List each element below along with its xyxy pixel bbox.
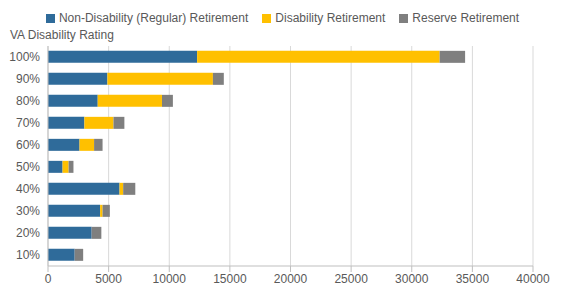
svg-text:35000: 35000 <box>456 272 490 286</box>
svg-text:40%: 40% <box>16 182 40 196</box>
svg-text:5000: 5000 <box>95 272 122 286</box>
svg-text:40000: 40000 <box>516 272 550 286</box>
svg-text:20%: 20% <box>16 226 40 240</box>
svg-text:30000: 30000 <box>395 272 429 286</box>
html-text:Reserve Retirement: Reserve Retirement <box>412 11 520 25</box>
svg-text:15000: 15000 <box>213 272 247 286</box>
svg-text:100%: 100% <box>9 50 40 64</box>
svg-text:90%: 90% <box>16 72 40 86</box>
svg-text:70%: 70% <box>16 116 40 130</box>
svg-text:20000: 20000 <box>274 272 308 286</box>
svg-text:10000: 10000 <box>153 272 187 286</box>
svg-text:0: 0 <box>45 272 52 286</box>
svg-text:50%: 50% <box>16 160 40 174</box>
svg-text:10%: 10% <box>16 248 40 262</box>
html-text:Disability Retirement: Disability Retirement <box>275 11 386 25</box>
svg-text:30%: 30% <box>16 204 40 218</box>
html-text:VA Disability Rating: VA Disability Rating <box>10 28 114 42</box>
svg-text:60%: 60% <box>16 138 40 152</box>
svg-text:25000: 25000 <box>334 272 368 286</box>
svg-text:80%: 80% <box>16 94 40 108</box>
html-text:Non-Disability (Regular) Retir: Non-Disability (Regular) Retirement <box>58 11 249 25</box>
